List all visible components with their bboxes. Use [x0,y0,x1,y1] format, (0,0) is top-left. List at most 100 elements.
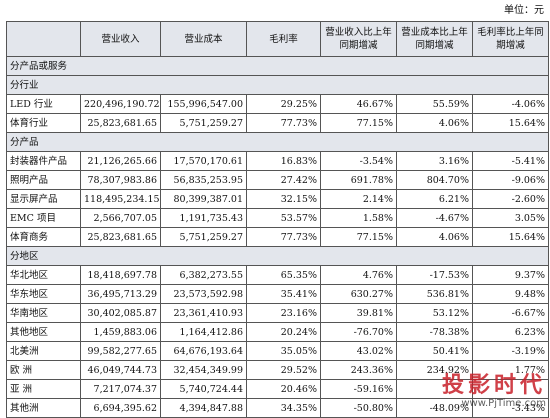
header-gross-margin: 毛利率 [246,21,321,57]
cell-item-name: 其他地区 [6,322,81,342]
cell-cost-yoy: 234.92% [396,360,473,380]
cell-cost: 17,570,170.61 [160,151,247,171]
cell-cost-yoy: 536.81% [396,284,473,304]
cell-cost: 1,164,412.86 [160,322,247,342]
cell-cost-yoy: -48.09% [396,398,473,418]
cell-gross-margin: 27.42% [246,170,321,190]
cell-gross-margin: 77.73% [246,227,321,247]
cell-revenue-yoy: 46.67% [320,94,397,114]
header-row: 营业收入 营业成本 毛利率 营业收入比上年同期增减 营业成本比上年同期增减 毛利… [6,21,549,57]
cell-revenue-yoy: 630.27% [320,284,397,304]
cell-cost-yoy: 3.16% [396,151,473,171]
cell-cost: 23,361,410.93 [160,303,247,323]
table-row: 亚 洲 7,217,074.37 5,740,724.44 20.46% -59.16% [6,379,549,399]
cell-revenue-yoy: 77.15% [320,227,397,247]
table-row: 其他洲 6,694,395.62 4,394,847.88 34.35% -50.80%… [6,398,549,418]
unit-label: 单位：元 [504,5,544,16]
cell-gross-margin: 77.73% [246,113,321,133]
table-row: LED 行业 220,496,190.72 155,996,547.00 29.25%… [6,94,549,114]
section-row: 分产品 [6,132,549,152]
cell-revenue-yoy: 1.58% [320,208,397,228]
cell-revenue: 25,823,681.65 [80,227,161,247]
table-row: 体育行业 25,823,681.65 5,751,259.27 77.73% 77.15… [6,113,549,133]
cell-cost-yoy: -17.53% [396,265,473,285]
section-label: 分产品 [6,132,549,152]
cell-revenue: 25,823,681.65 [80,113,161,133]
cell-margin-yoy: 6.23% [472,322,549,342]
cell-gross-margin: 20.24% [246,322,321,342]
cell-revenue: 6,694,395.62 [80,398,161,418]
cell-revenue-yoy: 2.14% [320,189,397,209]
cell-cost-yoy: 804.70% [396,170,473,190]
cell-revenue-yoy: 43.02% [320,341,397,361]
cell-cost: 80,399,387.01 [160,189,247,209]
cell-margin-yoy: 9.48% [472,284,549,304]
cell-revenue: 78,307,983.86 [80,170,161,190]
cell-gross-margin: 65.35% [246,265,321,285]
header-cost-yoy: 营业成本比上年同期增减 [396,21,473,57]
section-row: 分行业 [6,75,549,95]
cell-cost: 6,382,273.55 [160,265,247,285]
table-row: 其他地区 1,459,883.06 1,164,412.86 20.24% -76.70… [6,322,549,342]
cell-cost: 64,676,193.64 [160,341,247,361]
header-revenue: 营业收入 [80,21,161,57]
cell-cost: 32,454,349.99 [160,360,247,380]
cell-revenue: 99,582,277.65 [80,341,161,361]
cell-cost: 23,573,592.98 [160,284,247,304]
table-row: 体育商务 25,823,681.65 5,751,259.27 77.73% 77.15… [6,227,549,247]
cell-item-name: 欧 洲 [6,360,81,380]
cell-margin-yoy: -4.06% [472,94,549,114]
cell-margin-yoy: -6.67% [472,303,549,323]
cell-revenue-yoy: 39.81% [320,303,397,323]
section-label: 分行业 [6,75,549,95]
cell-cost-yoy: 6.21% [396,189,473,209]
section-row: 分地区 [6,246,549,266]
cell-margin-yoy: 15.64% [472,227,549,247]
cell-revenue: 21,126,265.66 [80,151,161,171]
cell-revenue: 118,495,234.15 [80,189,161,209]
cell-gross-margin: 20.46% [246,379,321,399]
cell-cost-yoy: -78.38% [396,322,473,342]
cell-revenue: 2,566,707.05 [80,208,161,228]
table-row: 北美洲 99,582,277.65 64,676,193.64 35.05% 43.02… [6,341,549,361]
header-margin-yoy: 毛利率比上年同期增减 [472,21,549,57]
cell-gross-margin: 29.25% [246,94,321,114]
cell-gross-margin: 32.15% [246,189,321,209]
cell-cost: 5,751,259.27 [160,227,247,247]
cell-gross-margin: 35.05% [246,341,321,361]
cell-item-name: 显示屏产品 [6,189,81,209]
cell-revenue-yoy: -50.80% [320,398,397,418]
cell-revenue: 30,402,085.87 [80,303,161,323]
cell-item-name: 北美洲 [6,341,81,361]
cell-margin-yoy: 3.05% [472,208,549,228]
cell-revenue-yoy: 4.76% [320,265,397,285]
cell-cost-yoy: 4.06% [396,227,473,247]
section-label: 分地区 [6,246,549,266]
cell-cost: 5,751,259.27 [160,113,247,133]
cell-gross-margin: 16.83% [246,151,321,171]
cell-margin-yoy: 15.64% [472,113,549,133]
cell-item-name: 封装器件产品 [6,151,81,171]
cell-revenue: 18,418,697.78 [80,265,161,285]
cell-cost-yoy: 4.06% [396,113,473,133]
cell-item-name: LED 行业 [6,94,81,114]
cell-cost-yoy: -4.67% [396,208,473,228]
cell-gross-margin: 53.57% [246,208,321,228]
cell-revenue: 36,495,713.29 [80,284,161,304]
cell-gross-margin: 23.16% [246,303,321,323]
cell-revenue-yoy: -76.70% [320,322,397,342]
cell-gross-margin: 35.41% [246,284,321,304]
cell-item-name: 其他洲 [6,398,81,418]
cell-item-name: 体育商务 [6,227,81,247]
section-row: 分产品或服务 [6,56,549,76]
header-cell-blank [6,21,81,57]
cell-cost: 155,996,547.00 [160,94,247,114]
cell-revenue-yoy: -3.54% [320,151,397,171]
cell-cost: 56,835,253.95 [160,170,247,190]
cell-cost-yoy [396,379,473,399]
cell-margin-yoy: -2.60% [472,189,549,209]
cell-item-name: 华南地区 [6,303,81,323]
cell-item-name: 体育行业 [6,113,81,133]
cell-margin-yoy: -5.41% [472,151,549,171]
cell-margin-yoy: -3.43% [472,398,549,418]
